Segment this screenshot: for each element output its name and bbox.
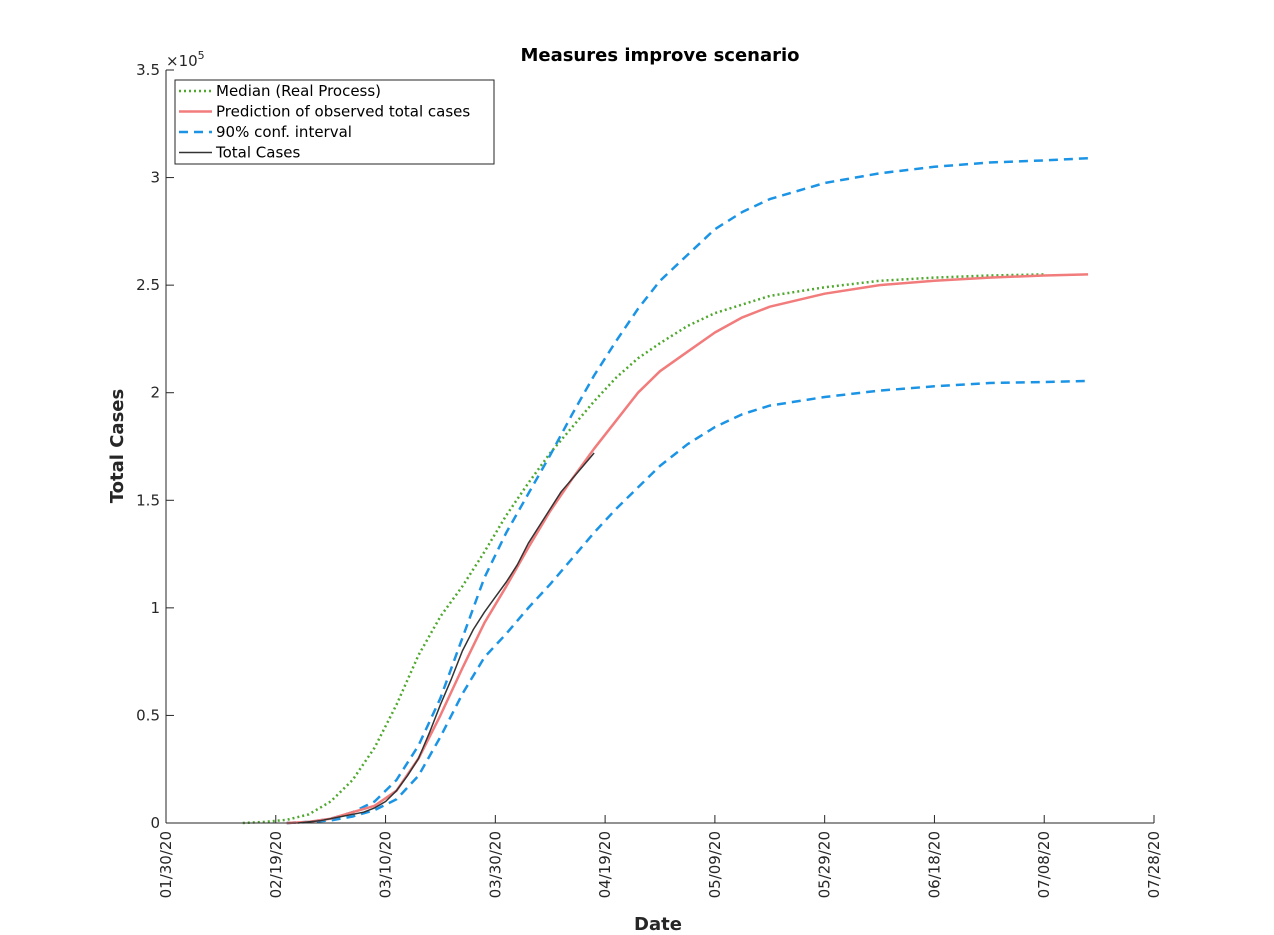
legend-box (174, 79, 495, 165)
legend: Median (Real Process) Prediction of obser… (174, 79, 495, 165)
legend-items: Median (Real Process) Prediction of obser… (179, 82, 470, 162)
series-line-4 (297, 452, 595, 824)
x-tick-label: 04/19/20 (596, 831, 614, 898)
x-ticks: 01/30/20 02/19/20 03/10/20 03/30/20 04/19/20… (157, 815, 1163, 898)
y-exponent-base: ×10 (166, 52, 198, 70)
series-line-2 (286, 156, 1089, 825)
y-tick-label: 1 (150, 599, 160, 617)
series-layer (242, 156, 1089, 825)
chart-title: Measures improve scenario (520, 45, 799, 66)
series-line-3 (286, 379, 1089, 825)
x-tick-label: 03/10/20 (377, 831, 395, 898)
y-tick-label: 0.5 (136, 706, 160, 724)
x-tick-label: 03/30/20 (486, 831, 504, 898)
x-tick-label: 02/19/20 (267, 831, 285, 898)
y-tick-label: 2 (150, 384, 160, 402)
x-tick-label: 06/18/20 (925, 831, 943, 898)
x-axis-title: Date (634, 914, 682, 935)
y-axis-title: Total Cases (107, 389, 128, 503)
y-tick-label: 2.5 (136, 276, 160, 294)
legend-label: 90% conf. interval (216, 123, 352, 141)
series-line-1 (286, 273, 1089, 825)
y-tick-label: 1.5 (136, 491, 160, 509)
axes-background (166, 70, 1154, 823)
legend-label: Median (Real Process) (216, 82, 381, 100)
y-tick-label: 0 (150, 814, 160, 832)
legend-label: Total Cases (215, 144, 301, 162)
x-tick-label: 05/29/20 (816, 831, 834, 898)
x-tick-label: 07/08/20 (1035, 831, 1053, 898)
y-exponent-label: ×105 (166, 49, 205, 70)
x-tick-label: 05/09/20 (706, 831, 724, 898)
x-tick-label: 01/30/20 (157, 831, 175, 898)
y-ticks: 0 0.5 1 1.5 2 2.5 3 3.5 (136, 61, 174, 832)
y-tick-label: 3 (150, 169, 160, 187)
legend-label: Prediction of observed total cases (216, 103, 470, 121)
y-exponent-power: 5 (198, 49, 205, 62)
y-tick-label: 3.5 (136, 61, 160, 79)
plot-area: 01/30/20 02/19/20 03/10/20 03/30/20 04/19/20… (136, 61, 1163, 898)
x-tick-label: 07/28/20 (1145, 831, 1163, 898)
svg-text:×105: ×105 (166, 49, 205, 70)
